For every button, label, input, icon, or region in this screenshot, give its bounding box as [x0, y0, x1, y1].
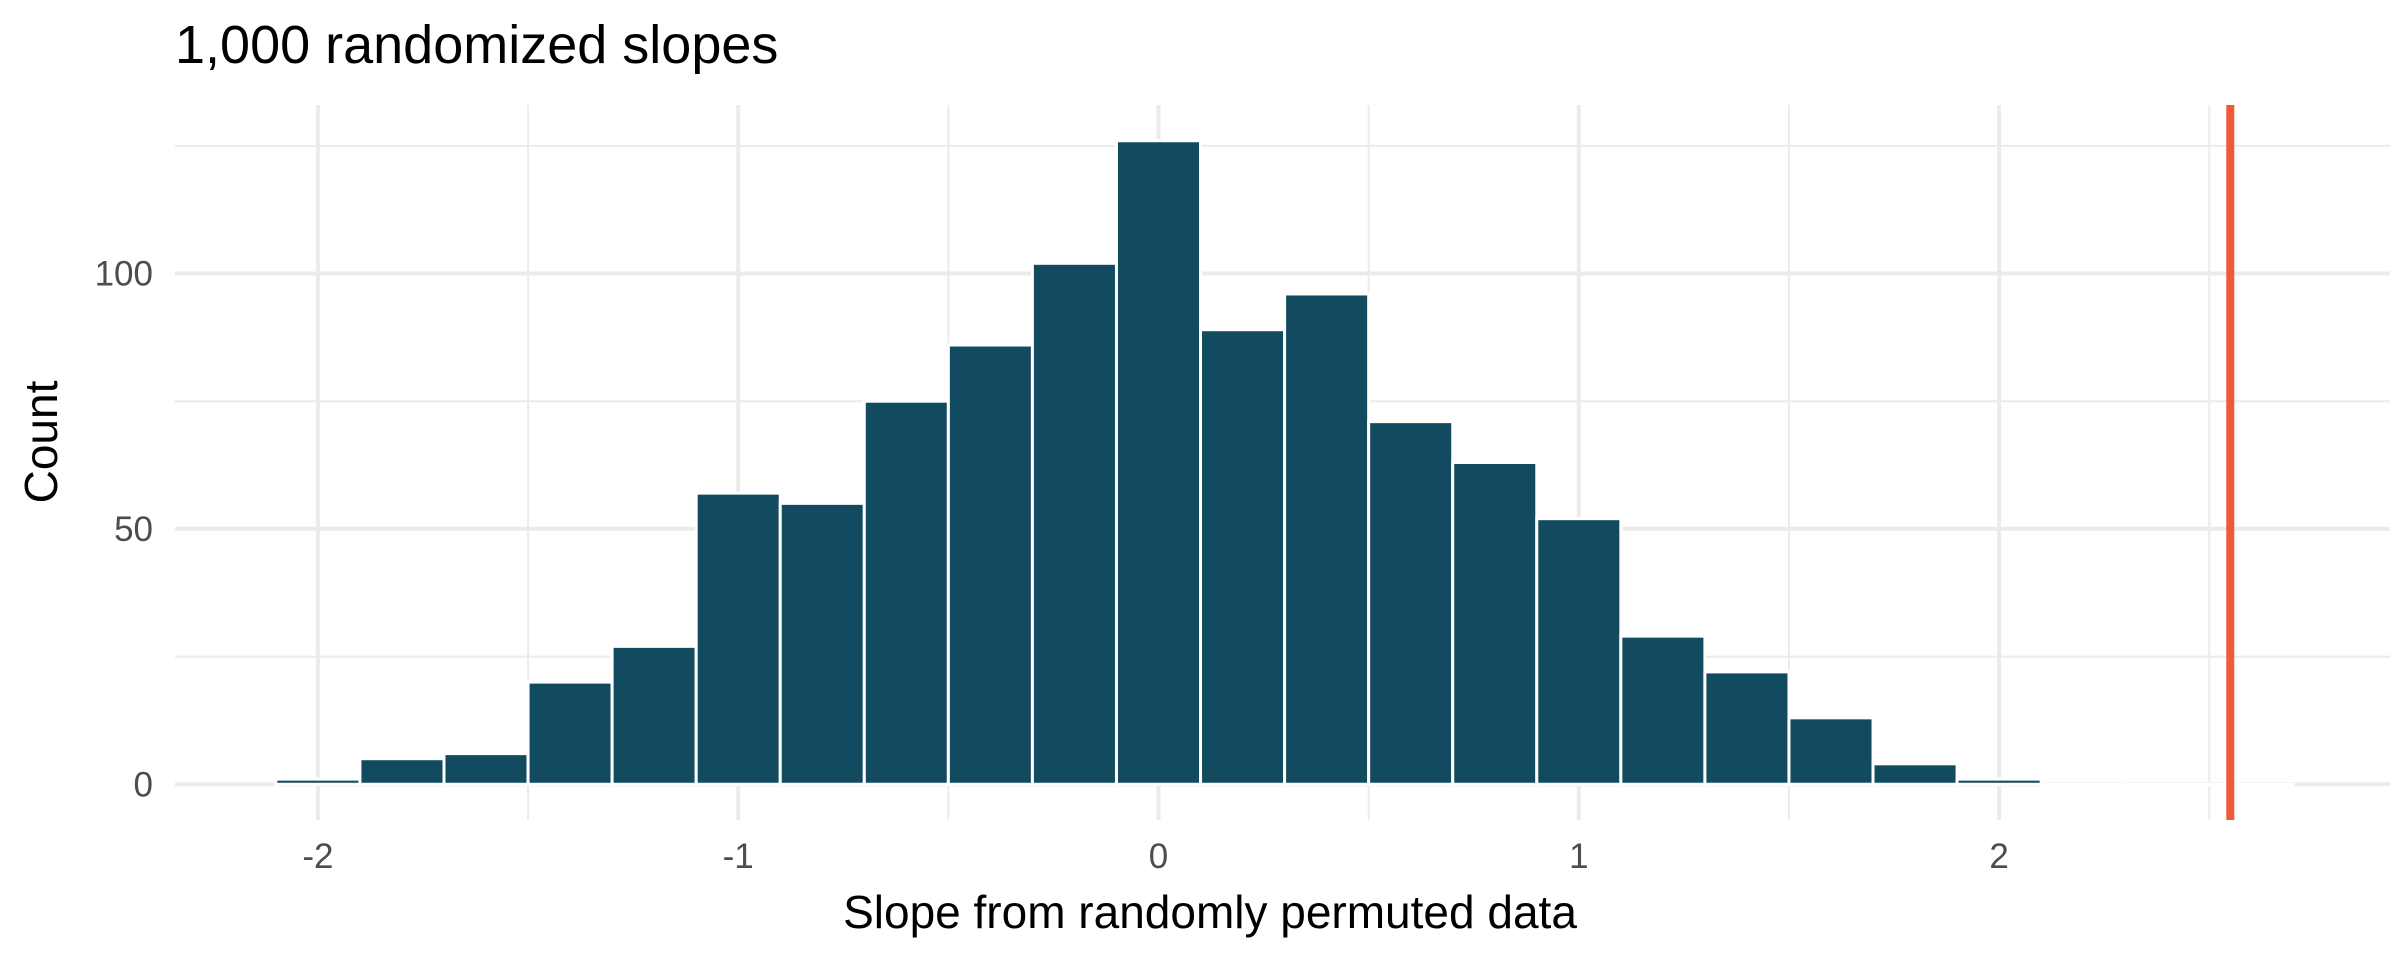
x-tick-label: 2: [1989, 837, 2008, 876]
x-tick-label: -2: [302, 837, 333, 876]
y-axis-title: Count: [15, 380, 67, 503]
histogram-bar: [1703, 670, 1791, 786]
histogram-bar: [862, 399, 950, 786]
x-tick-label: 0: [1149, 837, 1168, 876]
histogram-bar: [1955, 777, 2043, 786]
histogram-bar: [1030, 261, 1118, 786]
histogram-bar: [1367, 420, 1455, 786]
histogram-bar: [1199, 328, 1287, 786]
histogram-bar: [778, 501, 866, 786]
histogram-bar: [1114, 139, 1203, 786]
histogram-bars: [274, 139, 2295, 787]
histogram-bar: [610, 644, 698, 786]
histogram-bar: [1871, 762, 1959, 786]
x-axis-title: Slope from randomly permuted data: [843, 886, 1577, 938]
histogram-bar: [526, 680, 614, 786]
x-tick-label: -1: [723, 837, 754, 876]
histogram-bar: [1451, 461, 1539, 786]
histogram-bar: [2207, 782, 2295, 787]
histogram-bar: [1283, 292, 1371, 786]
histogram-bar: [2039, 782, 2127, 787]
histogram-bar: [1787, 716, 1875, 786]
histogram-bar: [274, 777, 362, 786]
y-tick-label: 0: [134, 765, 153, 804]
histogram-bar: [946, 343, 1034, 786]
histogram-bar: [442, 752, 530, 786]
y-tick-label: 100: [95, 255, 153, 294]
histogram-bar: [358, 757, 446, 786]
histogram-bar: [1619, 634, 1707, 786]
chart-title: 1,000 randomized slopes: [175, 15, 779, 75]
histogram-bar: [2123, 782, 2211, 787]
x-tick-label: 1: [1569, 837, 1588, 876]
x-axis-tick-labels: -2 -1 0 1 2: [302, 837, 2009, 876]
histogram-bar: [694, 491, 782, 786]
y-axis-tick-labels: 0 50 100: [95, 255, 153, 805]
histogram-bar: [1535, 517, 1623, 786]
y-tick-label: 50: [114, 510, 153, 549]
